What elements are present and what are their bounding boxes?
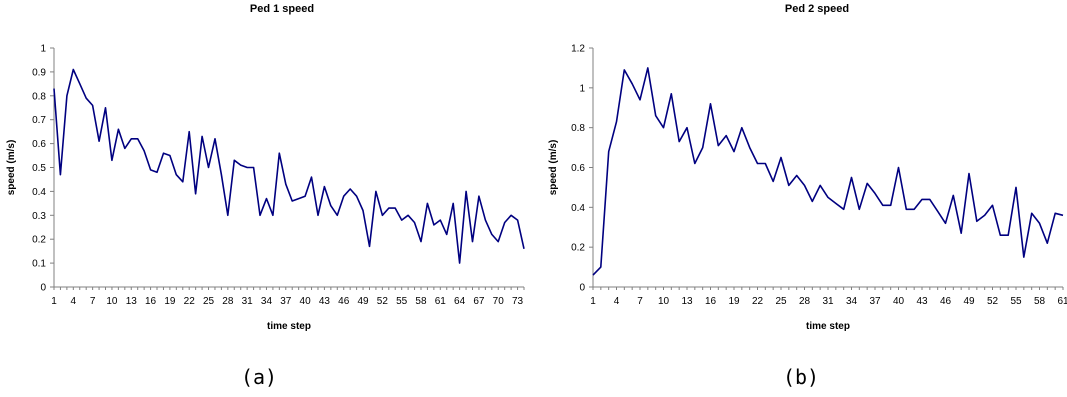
chart-title: Ped 1 speed [250, 3, 314, 15]
x-tick-label: 13 [126, 296, 138, 307]
x-tick-label: 55 [1010, 296, 1022, 307]
y-axis-label: speed (m/s) [6, 140, 17, 196]
x-tick-label: 28 [222, 296, 234, 307]
x-tick-label: 37 [869, 296, 881, 307]
x-tick-label: 25 [775, 296, 787, 307]
y-tick-label: 0.5 [32, 163, 46, 174]
x-tick-label: 40 [300, 296, 312, 307]
x-tick-label: 43 [319, 296, 331, 307]
x-tick-label: 61 [1057, 296, 1067, 307]
y-tick-label: 0.8 [32, 91, 46, 102]
chart-1: Ped 1 speed 0 0.1 0.2 0.3 0.4 0.5 0.6 0.7 0.8 0.9 1… [6, 3, 525, 389]
x-tick-label: 49 [963, 296, 975, 307]
x-tick-label: 31 [822, 296, 834, 307]
x-tick-label: 10 [658, 296, 670, 307]
x-tick-label: 55 [396, 296, 408, 307]
x-tick-label: 10 [106, 296, 118, 307]
figure-caption: (b) [783, 365, 819, 389]
chart-title: Ped 2 speed [785, 3, 849, 15]
x-tick-label: 19 [728, 296, 740, 307]
y-tick-label: 0.4 [32, 187, 46, 198]
y-tick-label: 0.2 [571, 243, 585, 254]
x-axis-label: time step [267, 321, 311, 332]
y-tick-label: 1.2 [571, 44, 585, 55]
figure-caption: (a) [241, 365, 277, 389]
x-tick-label: 43 [916, 296, 928, 307]
x-tick-label: 64 [454, 296, 466, 307]
y-tick-label: 0.2 [32, 235, 46, 246]
x-tick-label: 25 [203, 296, 215, 307]
y-tick-label: 0 [40, 283, 46, 294]
x-tick-label: 37 [280, 296, 292, 307]
y-tick-label: 0.8 [571, 123, 585, 134]
x-tick-label: 7 [90, 296, 96, 307]
y-tick-label: 0.3 [32, 211, 46, 222]
x-tick-label: 67 [473, 296, 485, 307]
x-tick-label: 19 [164, 296, 176, 307]
x-tick-label: 16 [145, 296, 157, 307]
series-line [592, 67, 1064, 276]
x-tick-label: 16 [705, 296, 717, 307]
x-tick-label: 34 [261, 296, 273, 307]
y-tick-label: 1 [579, 83, 585, 94]
x-tick-label: 73 [512, 296, 524, 307]
x-tick-label: 4 [71, 296, 77, 307]
x-tick-label: 49 [357, 296, 369, 307]
x-tick-label: 58 [415, 296, 427, 307]
x-tick-label: 7 [637, 296, 643, 307]
x-tick-label: 52 [987, 296, 999, 307]
x-tick-label: 34 [846, 296, 858, 307]
y-axis-label: speed (m/s) [548, 140, 559, 196]
x-tick-label: 13 [681, 296, 693, 307]
x-tick-label: 1 [51, 296, 57, 307]
x-axis-label: time step [806, 321, 850, 332]
x-tick-label: 31 [242, 296, 254, 307]
x-tick-label: 4 [614, 296, 620, 307]
x-tick-label: 22 [752, 296, 764, 307]
x-tick-label: 52 [377, 296, 389, 307]
chart-2: Ped 2 speed 0 0.2 0.4 0.6 0.8 1 1.2 1 4 7 10 13 16 19 2… [548, 3, 1067, 389]
x-tick-label: 46 [940, 296, 952, 307]
x-tick-label: 46 [338, 296, 350, 307]
x-tick-label: 28 [799, 296, 811, 307]
x-tick-label: 22 [184, 296, 196, 307]
y-tick-label: 0.9 [32, 67, 46, 78]
x-tick-label: 40 [893, 296, 905, 307]
y-tick-label: 0.6 [571, 163, 585, 174]
y-tick-label: 0.4 [571, 203, 585, 214]
y-tick-label: 0.1 [32, 259, 46, 270]
x-tick-label: 70 [493, 296, 505, 307]
y-tick-label: 0 [579, 283, 585, 294]
x-tick-label: 1 [590, 296, 596, 307]
y-tick-label: 0.6 [32, 139, 46, 150]
y-tick-label: 1 [40, 44, 46, 55]
x-tick-label: 58 [1034, 296, 1046, 307]
series-line [53, 68, 525, 264]
y-tick-label: 0.7 [32, 115, 46, 126]
x-tick-label: 61 [435, 296, 447, 307]
